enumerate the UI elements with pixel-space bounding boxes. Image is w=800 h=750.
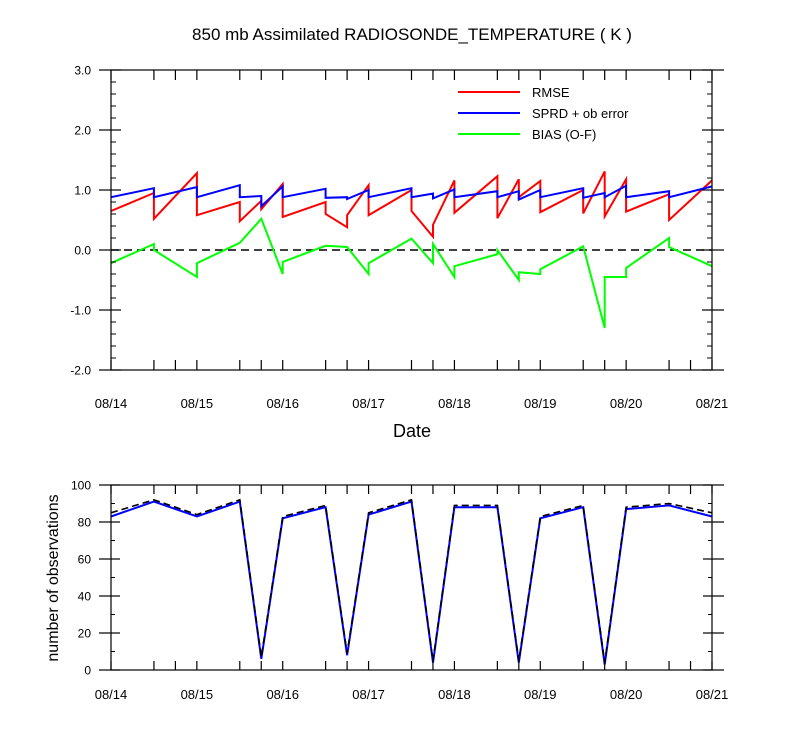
bottom-x-tick-label: 08/20 bbox=[610, 687, 643, 702]
top-x-tick-label: 08/21 bbox=[696, 396, 729, 411]
legend-label-2: BIAS (O-F) bbox=[532, 127, 596, 142]
top-chart-title: 850 mb Assimilated RADIOSONDE_TEMPERATUR… bbox=[192, 25, 632, 44]
bottom-y-tick-label: 40 bbox=[78, 590, 92, 604]
top-y-tick-label: 0.0 bbox=[74, 244, 91, 258]
bottom-chart-group: 08/14 08/15 08/16 08/17 08/18 08/19 08/20 08/21… bbox=[71, 479, 728, 703]
legend-label-1: SPRD + ob error bbox=[532, 106, 629, 121]
top-y-tick-label: -2.0 bbox=[70, 364, 91, 378]
bottom-x-tick-label: 08/14 bbox=[95, 687, 128, 702]
bottom-y-tick-label: 80 bbox=[78, 516, 92, 530]
bottom-x-tick-label: 08/18 bbox=[438, 687, 471, 702]
bottom-y-tick-label: 100 bbox=[71, 479, 91, 493]
bottom-x-tick-label: 08/21 bbox=[696, 687, 729, 702]
bottom-x-tick-label: 08/16 bbox=[266, 687, 299, 702]
top-x-tick-label: 08/19 bbox=[524, 396, 557, 411]
top-y-tick-label: -1.0 bbox=[70, 304, 91, 318]
bottom-series-line-observations-dashed bbox=[110, 498, 713, 663]
top-y-tick-label: 2.0 bbox=[74, 124, 91, 138]
bottom-y-tick-label: 0 bbox=[84, 664, 91, 678]
top-x-tick-label: 08/18 bbox=[438, 396, 471, 411]
top-x-tick-label: 08/15 bbox=[181, 396, 214, 411]
top-chart-xlabel: Date bbox=[393, 421, 431, 441]
bottom-x-tick-label: 08/15 bbox=[181, 687, 214, 702]
bottom-y-tick-label: 20 bbox=[78, 627, 92, 641]
top-chart-group: 08/14 08/15 08/16 08/17 08/18 08/19 08/20 08/21… bbox=[70, 64, 728, 412]
top-x-tick-label: 08/14 bbox=[95, 396, 128, 411]
top-series-line-bias-o-f bbox=[110, 216, 713, 329]
top-series-line-rmse bbox=[110, 170, 713, 240]
top-x-tick-label: 08/16 bbox=[266, 396, 299, 411]
top-y-tick-label: 1.0 bbox=[74, 184, 91, 198]
top-series-line-sprd-ob-error bbox=[110, 183, 713, 209]
bottom-y-tick-label: 60 bbox=[78, 553, 92, 567]
legend-label-0: RMSE bbox=[532, 85, 570, 100]
bottom-series-line-observations-solid bbox=[110, 500, 713, 665]
bottom-x-tick-label: 08/19 bbox=[524, 687, 557, 702]
top-y-tick-label: 3.0 bbox=[74, 64, 91, 78]
bottom-x-tick-label: 08/17 bbox=[352, 687, 385, 702]
top-x-tick-label: 08/17 bbox=[352, 396, 385, 411]
bottom-chart-ylabel: number of observations bbox=[45, 494, 62, 661]
top-x-tick-label: 08/20 bbox=[610, 396, 643, 411]
